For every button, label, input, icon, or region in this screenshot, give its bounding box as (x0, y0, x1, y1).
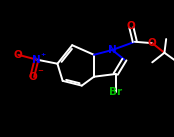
Text: O: O (29, 72, 37, 82)
Text: N: N (108, 45, 117, 55)
Text: +: + (41, 52, 46, 57)
Text: N: N (32, 55, 41, 65)
Text: O: O (14, 50, 23, 60)
Text: O: O (148, 38, 157, 48)
Text: −: − (37, 68, 43, 74)
Text: O: O (127, 21, 136, 31)
Text: Br: Br (109, 87, 122, 97)
